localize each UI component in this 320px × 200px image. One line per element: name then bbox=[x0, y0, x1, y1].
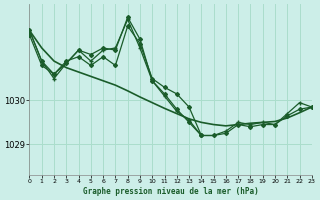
X-axis label: Graphe pression niveau de la mer (hPa): Graphe pression niveau de la mer (hPa) bbox=[83, 187, 259, 196]
